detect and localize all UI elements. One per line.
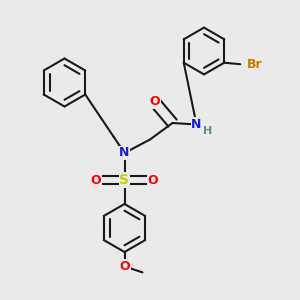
Text: S: S <box>119 173 130 187</box>
Text: O: O <box>91 173 101 187</box>
Text: H: H <box>203 126 212 136</box>
Text: N: N <box>119 146 130 160</box>
Text: O: O <box>119 260 130 273</box>
Text: O: O <box>149 95 160 108</box>
Text: N: N <box>191 118 202 131</box>
Text: O: O <box>148 173 158 187</box>
Text: Br: Br <box>247 58 262 71</box>
